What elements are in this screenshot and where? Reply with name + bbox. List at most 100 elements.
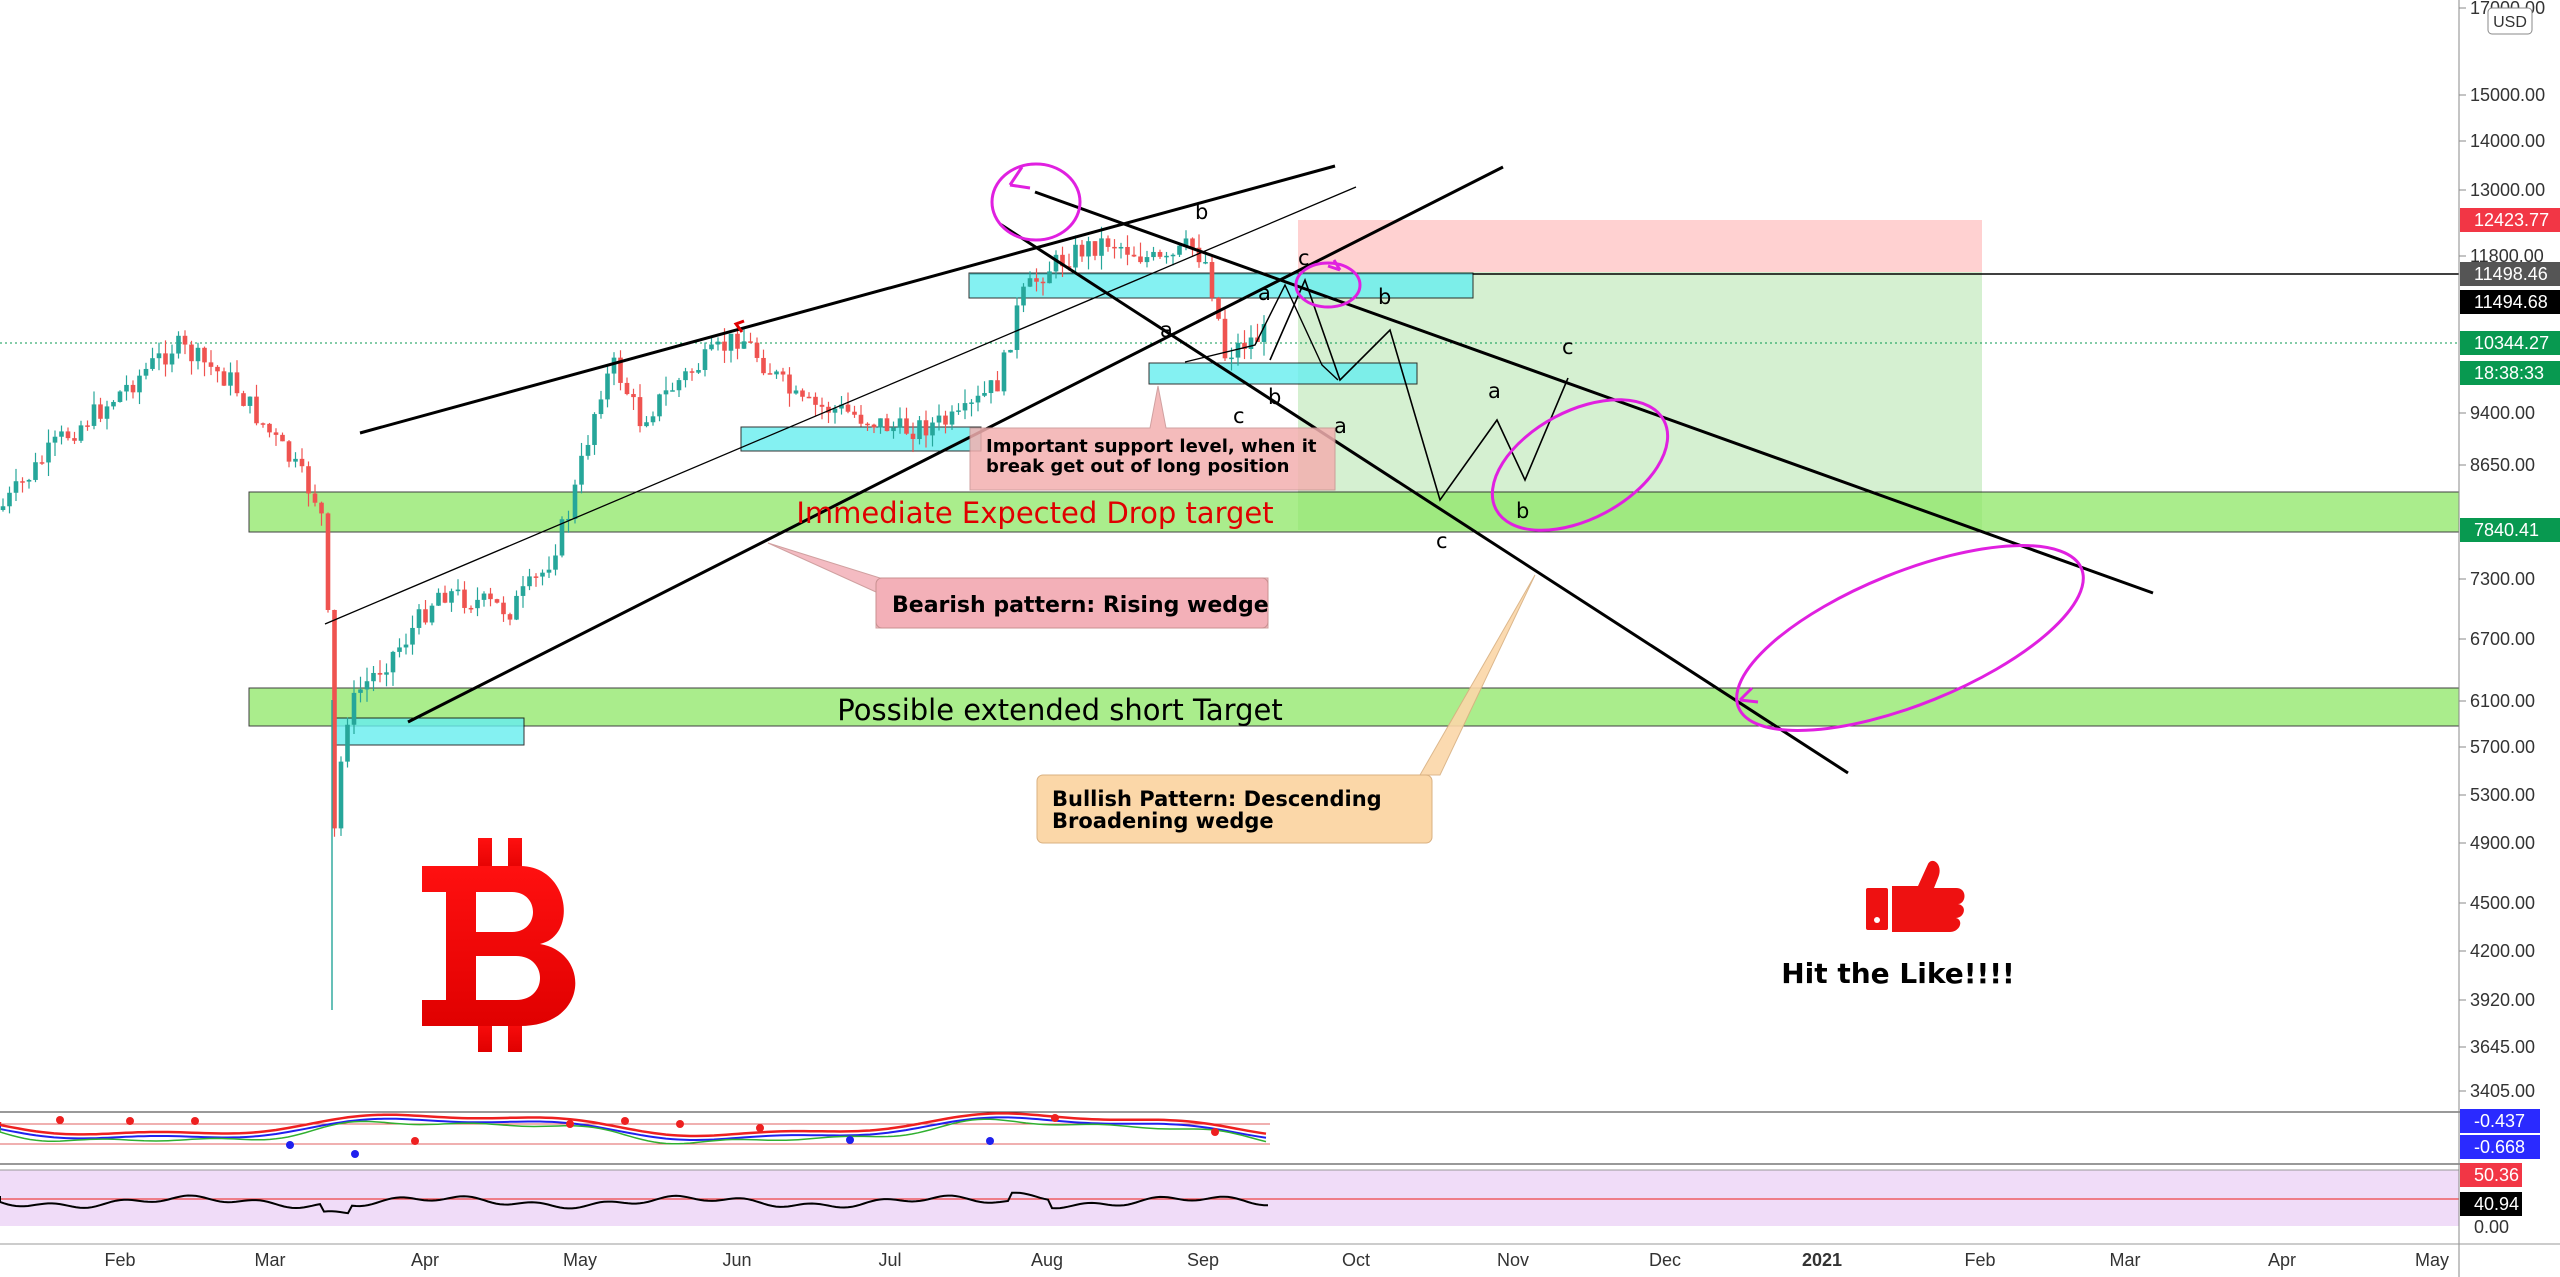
indicator-dot — [756, 1124, 764, 1132]
candle — [826, 401, 831, 424]
candle — [1099, 226, 1104, 270]
candle — [423, 600, 428, 625]
candle — [280, 432, 285, 442]
candle — [819, 397, 825, 420]
candle — [598, 390, 604, 419]
svg-text:10344.27: 10344.27 — [2474, 333, 2549, 353]
candle — [39, 455, 45, 465]
candle — [104, 400, 110, 430]
mid-circle — [1490, 398, 1670, 532]
candle — [1060, 246, 1065, 277]
indicator-dot — [986, 1137, 994, 1145]
currency-badge: USD — [2487, 7, 2533, 35]
x-tick-label: 2021 — [1802, 1250, 1842, 1270]
candle — [182, 330, 188, 355]
candle — [592, 412, 597, 455]
candle — [748, 332, 753, 344]
red-arrow-mark — [733, 319, 745, 333]
support-box-2 — [1148, 362, 1418, 385]
candle — [202, 346, 207, 377]
wave-label: b — [1378, 285, 1391, 309]
candle — [793, 385, 799, 395]
x-tick-label: Feb — [104, 1250, 135, 1270]
candle — [1242, 330, 1247, 360]
candle — [1144, 250, 1150, 268]
candle — [813, 392, 818, 417]
candle — [1125, 235, 1130, 266]
candle — [917, 416, 922, 445]
projected-path-2 — [1184, 283, 1339, 381]
candle — [1203, 253, 1208, 265]
x-tick-label: May — [563, 1250, 597, 1270]
price-tag: 11498.46 — [2460, 262, 2560, 286]
candle — [286, 440, 292, 468]
y-tick-label: 3405.00 — [2470, 1081, 2535, 1101]
indicator-value: -0.437 — [2474, 1111, 2525, 1131]
candle — [1164, 251, 1169, 264]
candle — [533, 573, 539, 587]
candle — [52, 430, 58, 456]
candle — [1105, 235, 1111, 252]
wave-label: b — [1268, 385, 1281, 409]
candle — [130, 380, 136, 399]
indicator-tick: 0.00 — [2474, 1217, 2509, 1237]
candle — [657, 393, 662, 422]
candle — [299, 448, 305, 473]
candle — [358, 676, 363, 703]
candle — [332, 609, 337, 837]
y-tick-label: 13000.00 — [2470, 180, 2545, 200]
candle — [1040, 277, 1046, 296]
candle — [143, 362, 149, 380]
candle — [20, 477, 25, 493]
candle — [579, 442, 584, 494]
candle — [351, 680, 357, 735]
x-tick-label: Aug — [1031, 1250, 1063, 1270]
candle — [117, 390, 123, 403]
x-tick-label: May — [2415, 1250, 2449, 1270]
candle — [397, 638, 402, 658]
candle — [247, 396, 253, 414]
extended-target-zone — [248, 687, 2460, 727]
x-tick-label: Mar — [255, 1250, 286, 1270]
candle — [949, 405, 955, 430]
price-tag: 10344.27 — [2460, 331, 2560, 355]
candle — [1053, 250, 1059, 279]
candle — [663, 376, 669, 406]
arrow-large — [1738, 686, 1759, 704]
candle — [553, 544, 558, 576]
candle — [995, 371, 1000, 392]
indicator-dot — [411, 1137, 419, 1145]
thumbs-up-icon — [1866, 860, 1965, 932]
candle — [33, 452, 38, 483]
candle — [1190, 237, 1195, 257]
price-tag: 12423.77 — [2460, 208, 2560, 232]
wave-label: c — [1233, 404, 1245, 428]
price-tag: 11494.68 — [2460, 290, 2560, 314]
candle — [163, 340, 168, 377]
candle — [26, 478, 32, 489]
x-tick-label: Apr — [411, 1250, 439, 1270]
support-callout-line2: break get out of long position — [986, 456, 1289, 477]
large-circle — [1735, 544, 2085, 732]
candle — [715, 337, 721, 351]
candle — [195, 342, 201, 370]
indicator-dot — [351, 1150, 359, 1158]
candle — [1008, 349, 1013, 353]
projected-path — [1269, 277, 1569, 502]
channel-inner-line — [324, 186, 1357, 625]
candle — [1151, 246, 1156, 261]
candle — [78, 420, 84, 443]
indicator-dot — [846, 1136, 854, 1144]
top-circle — [990, 162, 1082, 242]
candle — [1021, 283, 1026, 313]
candle — [319, 501, 324, 526]
candle — [501, 596, 506, 622]
candle — [605, 365, 610, 408]
candle — [1177, 244, 1182, 258]
candle — [975, 385, 981, 412]
candle — [1216, 296, 1221, 321]
wave-label: a — [1258, 281, 1271, 305]
y-tick-label: 15000.00 — [2470, 85, 2545, 105]
indicator-dot — [621, 1117, 629, 1125]
